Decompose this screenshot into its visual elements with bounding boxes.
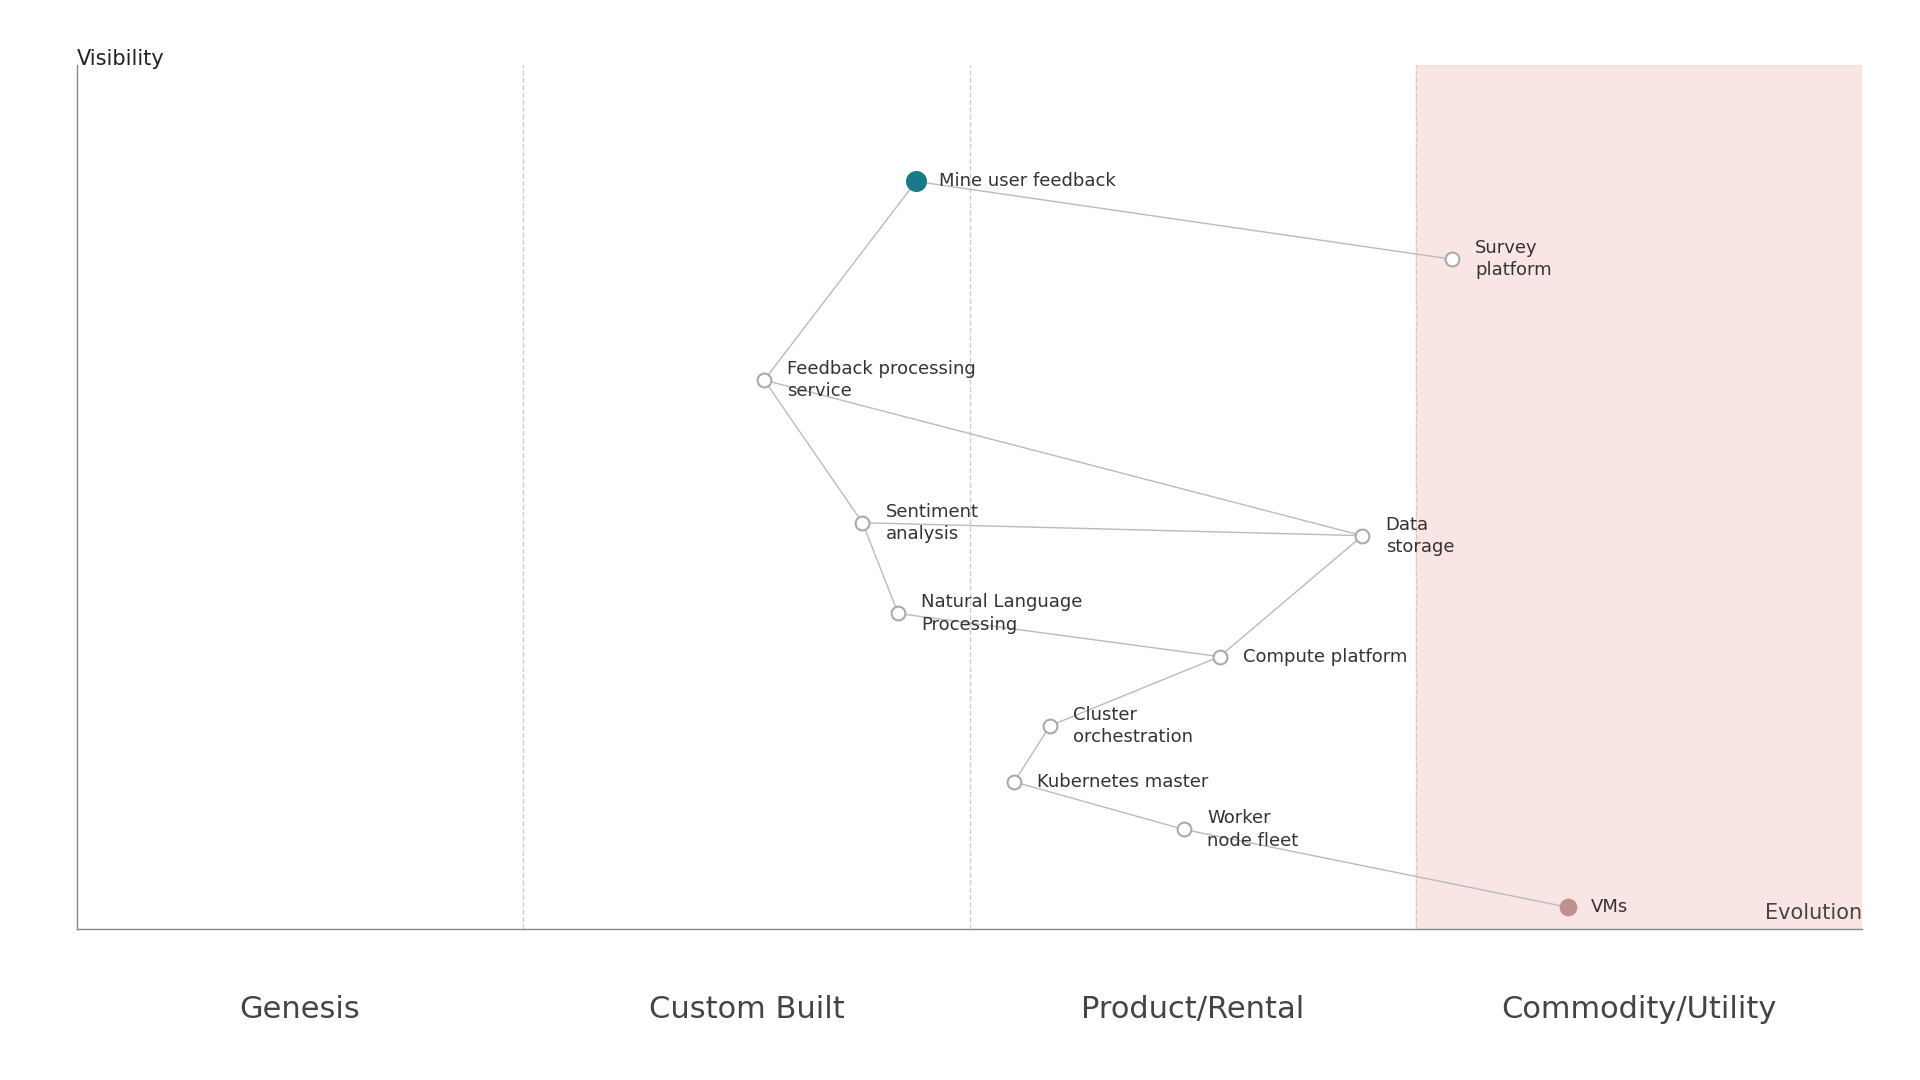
Point bbox=[749, 372, 780, 389]
Text: Feedback processing
service: Feedback processing service bbox=[787, 360, 975, 401]
Text: Commodity/Utility: Commodity/Utility bbox=[1501, 996, 1776, 1024]
Text: Sentiment
analysis: Sentiment analysis bbox=[885, 502, 979, 543]
Text: Worker
node fleet: Worker node fleet bbox=[1208, 809, 1298, 850]
Text: Natural Language
Processing: Natural Language Processing bbox=[922, 593, 1083, 634]
Text: VMs: VMs bbox=[1592, 899, 1628, 916]
Text: Kubernetes master: Kubernetes master bbox=[1037, 773, 1210, 791]
Text: Mine user feedback: Mine user feedback bbox=[939, 173, 1116, 190]
Text: Custom Built: Custom Built bbox=[649, 996, 845, 1024]
Text: Product/Rental: Product/Rental bbox=[1081, 996, 1304, 1024]
Point bbox=[1169, 821, 1200, 838]
Point bbox=[1436, 251, 1467, 268]
Text: Cluster
orchestration: Cluster orchestration bbox=[1073, 705, 1192, 746]
Point bbox=[1035, 717, 1066, 734]
Text: Data
storage: Data storage bbox=[1386, 515, 1453, 556]
Text: Visibility: Visibility bbox=[77, 49, 165, 69]
Point bbox=[1553, 899, 1584, 916]
Point bbox=[1204, 648, 1235, 665]
Bar bbox=[1417, 65, 1862, 929]
Point bbox=[900, 173, 931, 190]
Point bbox=[847, 514, 877, 531]
Text: Survey
platform: Survey platform bbox=[1475, 239, 1551, 280]
Text: Compute platform: Compute platform bbox=[1242, 648, 1407, 665]
Point bbox=[883, 605, 914, 622]
Point bbox=[998, 773, 1029, 791]
Point bbox=[1348, 527, 1379, 544]
Text: Genesis: Genesis bbox=[240, 996, 361, 1024]
Text: Evolution: Evolution bbox=[1764, 903, 1862, 923]
